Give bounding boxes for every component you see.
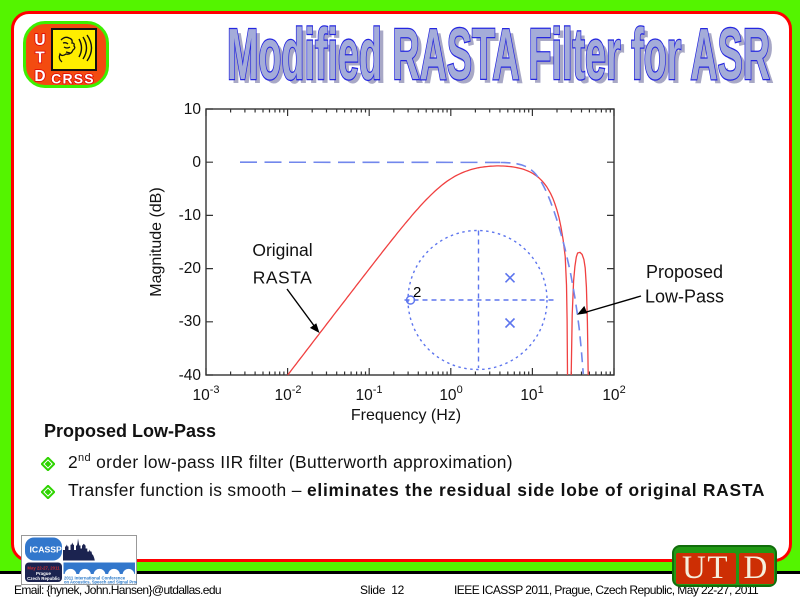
svg-text:CRSS: CRSS xyxy=(51,71,95,86)
svg-text:100: 100 xyxy=(439,384,462,404)
svg-text:May 22-27, 2011: May 22-27, 2011 xyxy=(27,566,60,571)
svg-text:Modified RASTA Filter for ASR: Modified RASTA Filter for ASR xyxy=(227,18,770,95)
svg-text:10: 10 xyxy=(184,101,202,118)
svg-text:2: 2 xyxy=(413,284,421,301)
svg-text:10-3: 10-3 xyxy=(192,384,219,404)
svg-text:on Acoustics, Speech and Signa: on Acoustics, Speech and Signal Processi… xyxy=(64,580,137,585)
svg-text:RASTA: RASTA xyxy=(253,268,313,288)
svg-text:10-2: 10-2 xyxy=(274,384,301,404)
svg-text:10-1: 10-1 xyxy=(355,384,382,404)
svg-text:D: D xyxy=(34,68,45,85)
svg-text:Proposed: Proposed xyxy=(646,262,723,282)
svg-text:Modified RASTA Filter for ASR: Modified RASTA Filter for ASR xyxy=(231,19,774,99)
svg-text:-30: -30 xyxy=(179,313,202,330)
svg-text:-40: -40 xyxy=(179,367,202,384)
svg-text:Original: Original xyxy=(252,240,312,260)
svg-text:Magnitude (dB): Magnitude (dB) xyxy=(148,187,165,296)
svg-text:U: U xyxy=(34,32,45,49)
svg-text:ICASSP: ICASSP xyxy=(30,545,63,555)
svg-text:0: 0 xyxy=(192,154,201,171)
svg-text:101: 101 xyxy=(520,384,543,404)
svg-text:T: T xyxy=(35,50,45,67)
svg-text:2011 International Conference: 2011 International Conference xyxy=(64,575,126,580)
svg-text:-10: -10 xyxy=(179,207,202,224)
svg-text:102: 102 xyxy=(602,384,625,404)
svg-text:Czech Republic: Czech Republic xyxy=(27,576,60,581)
svg-text:Frequency (Hz): Frequency (Hz) xyxy=(351,407,461,424)
svg-text:Prague: Prague xyxy=(36,571,51,576)
svg-text:Low-Pass: Low-Pass xyxy=(645,287,724,307)
svg-text:-20: -20 xyxy=(179,260,202,277)
